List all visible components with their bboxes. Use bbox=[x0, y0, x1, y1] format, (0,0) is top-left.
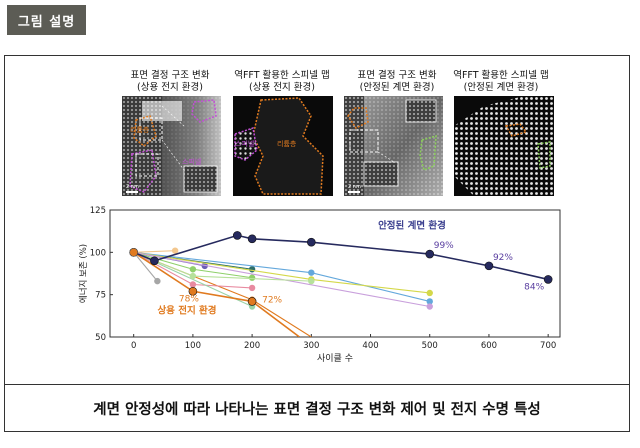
series-line-ref-c bbox=[133, 250, 176, 253]
y-tick-label: 75 bbox=[95, 291, 106, 301]
series-line-ref-b bbox=[133, 251, 158, 282]
annotation-72%: 72% bbox=[262, 296, 282, 306]
x-tick-label: 200 bbox=[244, 341, 260, 351]
panel-4-title-line2: (안정된 계면 환경) bbox=[463, 82, 539, 93]
data-point-ref-i bbox=[308, 269, 315, 276]
y-tick-label: 50 bbox=[95, 333, 106, 343]
x-tick-label: 100 bbox=[185, 341, 201, 351]
panel-4-title: 역FFT 활용한 스피넬 맵 (안정된 계면 환경) bbox=[441, 70, 561, 94]
panel-1-title-line1: 표면 결정 구조 변화 bbox=[130, 70, 210, 81]
annotation-99%: 99% bbox=[434, 241, 454, 251]
data-point-ref-l bbox=[189, 272, 197, 280]
data-point-ref-c bbox=[171, 247, 179, 254]
data-point-ref-h bbox=[189, 266, 197, 273]
x-tick-label: 500 bbox=[422, 341, 438, 351]
data-point-ref-d bbox=[189, 281, 197, 288]
panel-3-scale: 2 nm bbox=[348, 184, 361, 190]
panel-2-title-line2: (상용 전지 환경) bbox=[249, 82, 315, 93]
data-point-ref-h bbox=[248, 274, 256, 281]
panel-2-label-spinel: 스피넬 bbox=[235, 139, 254, 148]
data-point-ref-b bbox=[154, 277, 161, 285]
annotation-84%: 84% bbox=[524, 282, 544, 292]
series-line-상용 전지 환경 bbox=[133, 251, 300, 337]
data-point-ref-k bbox=[426, 303, 433, 310]
panel-2-label-lithium: 리튬층 bbox=[277, 139, 297, 148]
data-point-ref-d bbox=[248, 284, 256, 292]
x-axis-label: 사이클 수 bbox=[317, 353, 353, 364]
data-point-ref-l bbox=[308, 277, 315, 285]
panel-2-title-line1: 역FFT 활용한 스피넬 맵 bbox=[234, 70, 330, 81]
panel-3-title-line1: 표면 결정 구조 변화 bbox=[357, 70, 437, 81]
panel-3-title-line2: (안정된 계면 환경) bbox=[359, 82, 435, 93]
data-point-상용 전지 환경 bbox=[247, 297, 257, 306]
panel-1-label-spinel: 스피넬 bbox=[182, 157, 201, 166]
data-point-상용 전지 환경 bbox=[188, 286, 198, 296]
caption-divider bbox=[4, 384, 630, 385]
y-tick-label: 125 bbox=[90, 206, 106, 216]
data-point-안정된 계면 환경 bbox=[307, 237, 316, 247]
data-point-안정된 계면 환경 bbox=[150, 256, 159, 266]
x-tick-label: 0 bbox=[131, 341, 136, 351]
data-point-ref-i bbox=[426, 298, 433, 305]
tem-image-commercial: 리튬층 스피넬 2 nm bbox=[122, 96, 221, 196]
x-tick-label: 400 bbox=[362, 341, 378, 351]
data-point-안정된 계면 환경 bbox=[543, 275, 553, 284]
data-point-ref-g bbox=[248, 266, 256, 273]
panel-4-title-line1: 역FFT 활용한 스피넬 맵 bbox=[453, 70, 549, 81]
tem-image-stable: 2 nm bbox=[344, 96, 443, 196]
annotation-상용 전지 환경: 상용 전지 환경 bbox=[157, 304, 216, 316]
figure-frame bbox=[4, 55, 630, 432]
figure-label-tag: 그림 설명 bbox=[7, 5, 86, 35]
data-point-안정된 계면 환경 bbox=[425, 249, 435, 259]
data-point-ref-j bbox=[426, 289, 433, 297]
y-axis-label: 에너지 보존 (%) bbox=[78, 244, 89, 303]
data-point-안정된 계면 환경 bbox=[233, 231, 242, 240]
x-tick-label: 300 bbox=[303, 341, 319, 351]
data-point-안정된 계면 환경 bbox=[247, 234, 257, 244]
panel-1-title-line2: (상용 전지 환경) bbox=[137, 82, 203, 93]
annotation-안정된 계면 환경: 안정된 계면 환경 bbox=[378, 220, 446, 232]
annotation-92%: 92% bbox=[493, 253, 513, 263]
panel-1-scale: 2 nm bbox=[126, 184, 139, 190]
y-tick-label: 100 bbox=[90, 248, 106, 258]
figure-caption: 계면 안정성에 따라 나타나는 표면 결정 구조 변화 제어 및 전지 수명 특… bbox=[93, 401, 541, 418]
x-tick-label: 600 bbox=[481, 341, 497, 351]
x-tick-label: 700 bbox=[540, 341, 556, 351]
data-point-origin bbox=[129, 248, 138, 257]
plot-area-frame bbox=[109, 209, 561, 338]
panel-3-title: 표면 결정 구조 변화 (안정된 계면 환경) bbox=[337, 70, 457, 94]
ifft-map-stable bbox=[454, 96, 554, 196]
panel-2-title: 역FFT 활용한 스피넬 맵 (상용 전지 환경) bbox=[222, 70, 342, 94]
data-point-안정된 계면 환경 bbox=[484, 261, 494, 271]
panel-1-title: 표면 결정 구조 변화 (상용 전지 환경) bbox=[110, 70, 230, 94]
panel-1-label-lithium: 리튬층 bbox=[130, 125, 150, 134]
ifft-map-commercial: 스피넬 리튬층 bbox=[233, 96, 333, 196]
annotation-78%: 78% bbox=[179, 294, 199, 304]
series-line-안정된 계면 환경 bbox=[133, 234, 549, 281]
